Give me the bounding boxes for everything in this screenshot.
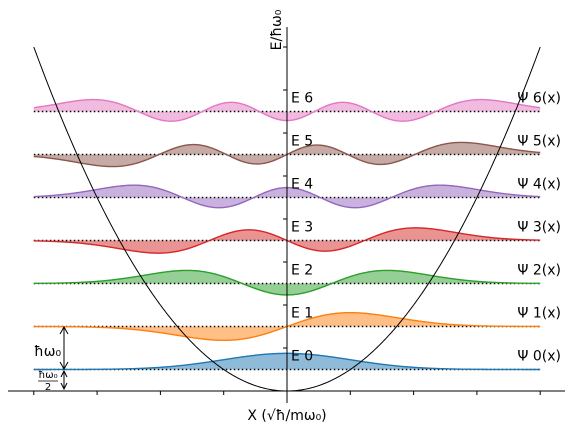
energy-label-0: E 0: [291, 349, 313, 365]
psi-label-5: Ψ 5(x): [517, 134, 561, 150]
half-hbar-omega-numerator: ħω₀: [38, 370, 57, 381]
hbar-omega-label: ħω₀: [34, 344, 61, 360]
psi-label-0: Ψ 0(x): [517, 349, 561, 365]
half-arrow-head-bottom: [60, 382, 68, 391]
energy-label-3: E 3: [291, 220, 313, 236]
hbar-omega-arrow-head-top: [59, 325, 69, 335]
psi-label-1: Ψ 1(x): [517, 306, 561, 322]
spacing-annotations: ħω₀ ħω₀ 2: [34, 325, 69, 393]
x-ticks: [33, 391, 541, 395]
half-hbar-omega-denominator: 2: [45, 382, 51, 393]
psi-label-3: Ψ 3(x): [517, 220, 561, 236]
psi-label-6: Ψ 6(x): [517, 91, 561, 107]
hbar-omega-arrow-head-bottom: [59, 361, 69, 371]
x-axis-label: X (√ħ/mω₀): [247, 408, 326, 424]
half-arrow-head-top: [60, 369, 68, 378]
energy-label-5: E 5: [291, 134, 313, 150]
energy-label-1: E 1: [291, 306, 313, 322]
psi-label-4: Ψ 4(x): [517, 177, 561, 193]
psi-6-fill: [33, 99, 541, 122]
energy-label-2: E 2: [291, 263, 313, 279]
y-ticks: [283, 46, 287, 392]
psi-label-2: Ψ 2(x): [517, 263, 561, 279]
energy-label-6: E 6: [291, 91, 313, 107]
psi-2-fill: [33, 270, 541, 295]
energy-label-4: E 4: [291, 177, 313, 193]
y-axis-label: E/ħω₀: [269, 9, 285, 50]
series-labels: E 0 Ψ 0(x) E 1 Ψ 1(x) E 2 Ψ 2(x) E 3 Ψ 3(x) E 4 Ψ…: [291, 91, 561, 365]
